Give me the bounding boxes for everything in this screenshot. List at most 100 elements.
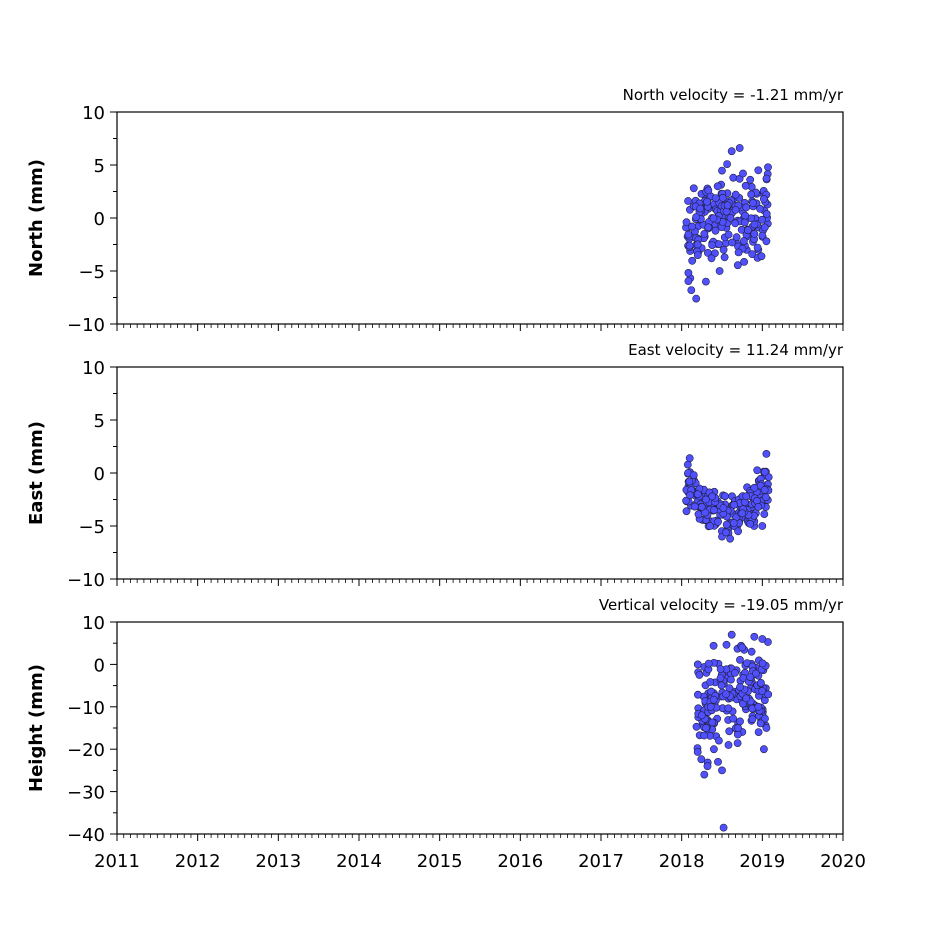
north-point — [693, 240, 702, 249]
north-point — [720, 253, 729, 262]
north-point — [746, 175, 755, 184]
north-point — [707, 254, 716, 263]
north-point — [733, 261, 742, 270]
north-point — [760, 194, 768, 203]
height-point — [742, 694, 751, 703]
north-point — [704, 186, 713, 195]
height-point — [716, 674, 725, 682]
height-marks — [692, 630, 773, 832]
height-point — [706, 702, 715, 711]
height-point — [758, 659, 767, 668]
north-point — [715, 267, 724, 275]
height-point — [722, 640, 731, 649]
north-point — [731, 219, 740, 228]
height-xtick-label: 2017 — [578, 851, 624, 872]
east-point — [729, 519, 738, 527]
height-point — [752, 669, 760, 678]
height-point — [727, 630, 736, 639]
height-point — [736, 717, 744, 726]
north-point — [742, 203, 751, 212]
north-point — [734, 248, 743, 257]
height-point — [706, 678, 715, 686]
east-ytick-label: 0 — [94, 464, 105, 485]
height-ytick-label: −30 — [67, 783, 105, 804]
height-point — [719, 823, 728, 832]
height-axes: 10 0 −10 −20 −30 −40 2011 2012 2013 2014 2015 2016 2… — [67, 613, 866, 872]
north-point — [719, 245, 728, 254]
north-point — [740, 237, 748, 245]
north-point — [688, 222, 696, 231]
east-point — [706, 522, 714, 530]
height-xtick-label: 2014 — [336, 851, 382, 872]
east-point — [730, 500, 738, 509]
north-point — [757, 252, 766, 261]
east-point — [734, 527, 742, 536]
north-velocity-label: North velocity = -1.21 mm/yr — [623, 86, 844, 104]
height-point — [731, 669, 739, 677]
height-point — [700, 770, 709, 779]
north-point — [700, 229, 709, 238]
north-point — [729, 173, 738, 182]
height-point — [764, 690, 773, 699]
east-point — [682, 496, 690, 505]
height-point — [725, 684, 734, 692]
height-point — [709, 695, 718, 704]
north-point — [758, 215, 766, 224]
north-point — [750, 220, 759, 229]
north-point — [723, 201, 732, 210]
north-point — [756, 204, 764, 213]
north-point — [704, 223, 713, 232]
east-velocity-label: East velocity = 11.24 mm/yr — [628, 341, 844, 359]
east-point — [760, 485, 769, 494]
east-point — [710, 506, 718, 514]
height-point — [715, 736, 723, 745]
height-point — [733, 730, 742, 739]
height-panel: Vertical velocity = -19.05 mm/yr Height … — [26, 596, 866, 872]
height-point — [722, 690, 730, 698]
east-point — [702, 495, 710, 504]
north-point — [760, 223, 769, 232]
height-point — [724, 741, 733, 749]
east-point — [762, 449, 771, 458]
east-ytick-label: −5 — [78, 517, 105, 538]
height-axis-label: Height (mm) — [26, 664, 47, 792]
east-point — [686, 491, 694, 500]
east-ytick-label: 10 — [82, 358, 105, 379]
north-point — [702, 277, 710, 286]
height-point — [746, 673, 755, 681]
east-point — [722, 528, 730, 537]
north-point — [744, 226, 752, 235]
north-point — [762, 174, 771, 183]
height-point — [727, 675, 735, 684]
north-point — [749, 199, 757, 207]
height-point — [754, 728, 763, 736]
north-point — [689, 184, 698, 193]
height-xtick-label: 2019 — [739, 851, 785, 872]
height-point — [710, 745, 718, 754]
height-ytick-label: 10 — [82, 613, 105, 634]
height-point — [758, 687, 767, 695]
north-ytick-label: 5 — [94, 156, 105, 177]
east-point — [726, 534, 734, 543]
height-point — [724, 704, 733, 713]
east-point — [689, 471, 698, 479]
height-point — [750, 632, 759, 641]
north-point — [726, 213, 735, 222]
height-point — [693, 748, 702, 756]
north-point — [727, 147, 736, 156]
height-point — [693, 660, 702, 669]
east-point — [714, 517, 722, 526]
height-point — [747, 647, 756, 656]
north-panel: North velocity = -1.21 mm/yr North (mm) … — [26, 86, 844, 336]
east-point — [708, 492, 717, 501]
height-point — [714, 758, 722, 766]
north-point — [723, 160, 731, 168]
height-xtick-label: 2016 — [497, 851, 543, 872]
north-ytick-label: 0 — [94, 209, 105, 230]
east-point — [760, 467, 769, 476]
north-point — [718, 166, 726, 175]
east-point — [742, 492, 751, 501]
north-point — [684, 277, 693, 285]
